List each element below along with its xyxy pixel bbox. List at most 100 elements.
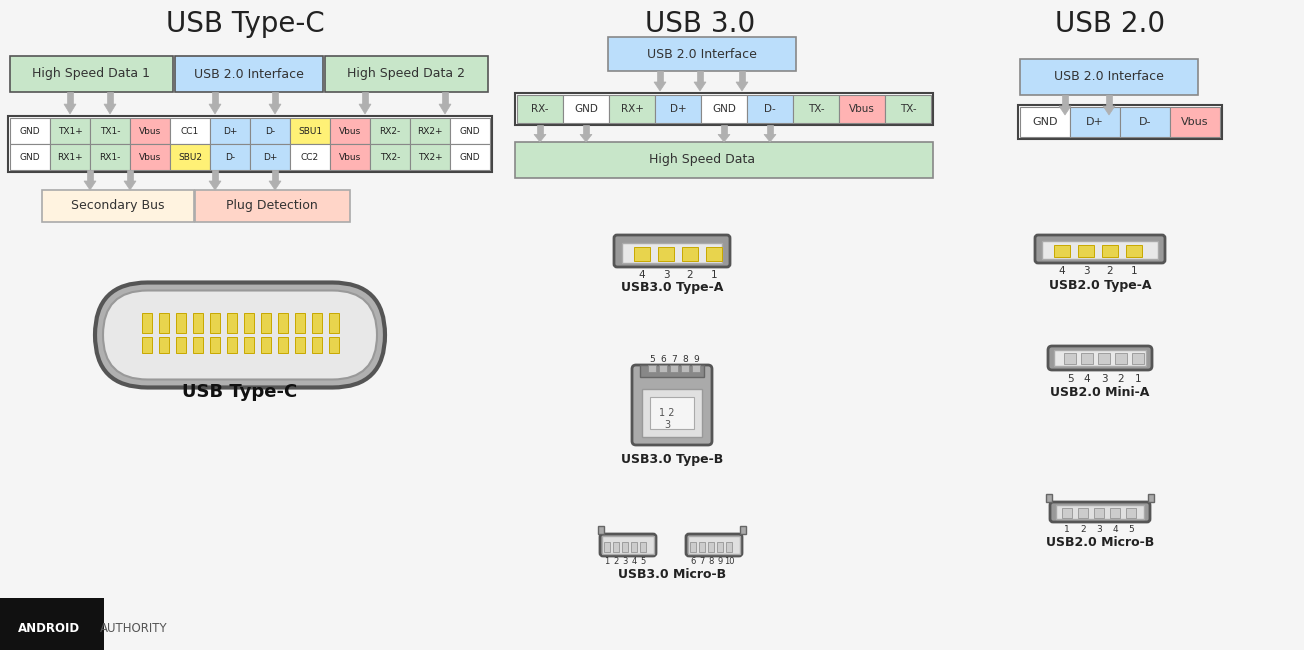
Text: Vbus: Vbus (849, 104, 875, 114)
Text: 5: 5 (1067, 374, 1073, 384)
Bar (1020, 107, 1071, 137)
Bar (10, 118, 50, 144)
Bar (196, 190, 349, 222)
Bar (1078, 245, 1094, 257)
Text: USB2.0 Mini-A: USB2.0 Mini-A (1050, 387, 1150, 400)
Text: Vbus: Vbus (339, 127, 361, 135)
Text: GND: GND (574, 104, 599, 114)
Text: 7: 7 (672, 356, 677, 365)
Bar (227, 337, 236, 353)
Text: D+: D+ (670, 104, 686, 114)
Bar (1106, 95, 1112, 106)
Bar (289, 144, 330, 170)
Text: USB 2.0: USB 2.0 (1055, 10, 1164, 38)
Text: USB2.0 Micro-B: USB2.0 Micro-B (1046, 536, 1154, 549)
Bar (68, 92, 73, 104)
Text: 2: 2 (1080, 525, 1086, 534)
Bar (176, 337, 185, 353)
Bar (622, 243, 722, 263)
Text: TX2-: TX2- (379, 153, 400, 161)
Bar (708, 542, 715, 552)
Text: 1: 1 (1064, 525, 1069, 534)
Text: GND: GND (460, 127, 480, 135)
Text: 5: 5 (640, 558, 645, 567)
Bar (130, 118, 170, 144)
Bar (273, 170, 278, 181)
Bar (130, 144, 170, 170)
Text: D-: D- (764, 104, 776, 114)
Bar (409, 118, 450, 144)
Text: USB 2.0 Interface: USB 2.0 Interface (194, 68, 304, 81)
Text: 4: 4 (1084, 374, 1090, 384)
Text: TX-: TX- (900, 104, 917, 114)
Bar (329, 313, 339, 333)
Bar (1064, 353, 1076, 364)
Text: 4: 4 (639, 270, 645, 280)
Text: 4: 4 (1059, 266, 1065, 276)
Text: 1: 1 (711, 270, 717, 280)
Text: USB Type-C: USB Type-C (183, 383, 297, 401)
Bar (721, 125, 726, 135)
Text: TX1+: TX1+ (57, 127, 82, 135)
Text: 4: 4 (631, 558, 636, 567)
Text: 5: 5 (1128, 525, 1134, 534)
Text: Vbus: Vbus (138, 127, 162, 135)
Text: 6: 6 (660, 356, 666, 365)
Text: TX2+: TX2+ (417, 153, 442, 161)
Text: 2: 2 (687, 270, 694, 280)
Bar (599, 526, 604, 534)
Bar (1120, 107, 1170, 137)
Text: D+: D+ (1086, 117, 1104, 127)
Bar (10, 56, 173, 92)
Bar (363, 92, 368, 104)
Text: 9: 9 (717, 558, 722, 567)
Polygon shape (359, 104, 372, 114)
Bar (648, 365, 656, 372)
Bar (705, 247, 722, 261)
Bar (1042, 241, 1158, 259)
Bar (278, 313, 287, 333)
Bar (739, 71, 745, 82)
Text: High Speed Data 2: High Speed Data 2 (347, 68, 466, 81)
Bar (1054, 245, 1071, 257)
Polygon shape (209, 104, 220, 114)
Bar (726, 542, 732, 552)
Bar (1063, 95, 1068, 106)
Bar (1078, 508, 1088, 518)
Bar (1170, 107, 1221, 137)
Bar (90, 144, 130, 170)
FancyBboxPatch shape (600, 534, 656, 556)
Bar (244, 313, 253, 333)
Bar (1054, 350, 1146, 366)
Bar (613, 542, 619, 552)
Bar (717, 542, 722, 552)
Bar (692, 365, 700, 372)
Text: USB 2.0 Interface: USB 2.0 Interface (647, 47, 756, 60)
Bar (1071, 107, 1120, 137)
Bar (689, 536, 739, 554)
Bar (142, 337, 151, 353)
Bar (1098, 353, 1110, 364)
Bar (295, 313, 305, 333)
Bar (295, 337, 305, 353)
Bar (690, 542, 696, 552)
Bar (670, 365, 678, 372)
Text: RX+: RX+ (621, 104, 643, 114)
Text: 6: 6 (690, 558, 696, 567)
Bar (450, 144, 490, 170)
Bar (681, 365, 689, 372)
Text: Plug Detection: Plug Detection (226, 200, 318, 213)
Text: CC2: CC2 (301, 153, 319, 161)
Text: USB3.0 Type-A: USB3.0 Type-A (621, 281, 724, 294)
Text: USB2.0 Type-A: USB2.0 Type-A (1048, 278, 1151, 291)
Text: 8: 8 (682, 356, 689, 365)
Text: CC1: CC1 (181, 127, 200, 135)
Text: D+: D+ (223, 127, 237, 135)
Text: RX1+: RX1+ (57, 153, 83, 161)
Bar (682, 247, 698, 261)
Bar (227, 313, 236, 333)
Bar (516, 95, 563, 123)
Text: 4: 4 (1112, 525, 1118, 534)
Bar (210, 144, 250, 170)
Bar (210, 337, 219, 353)
